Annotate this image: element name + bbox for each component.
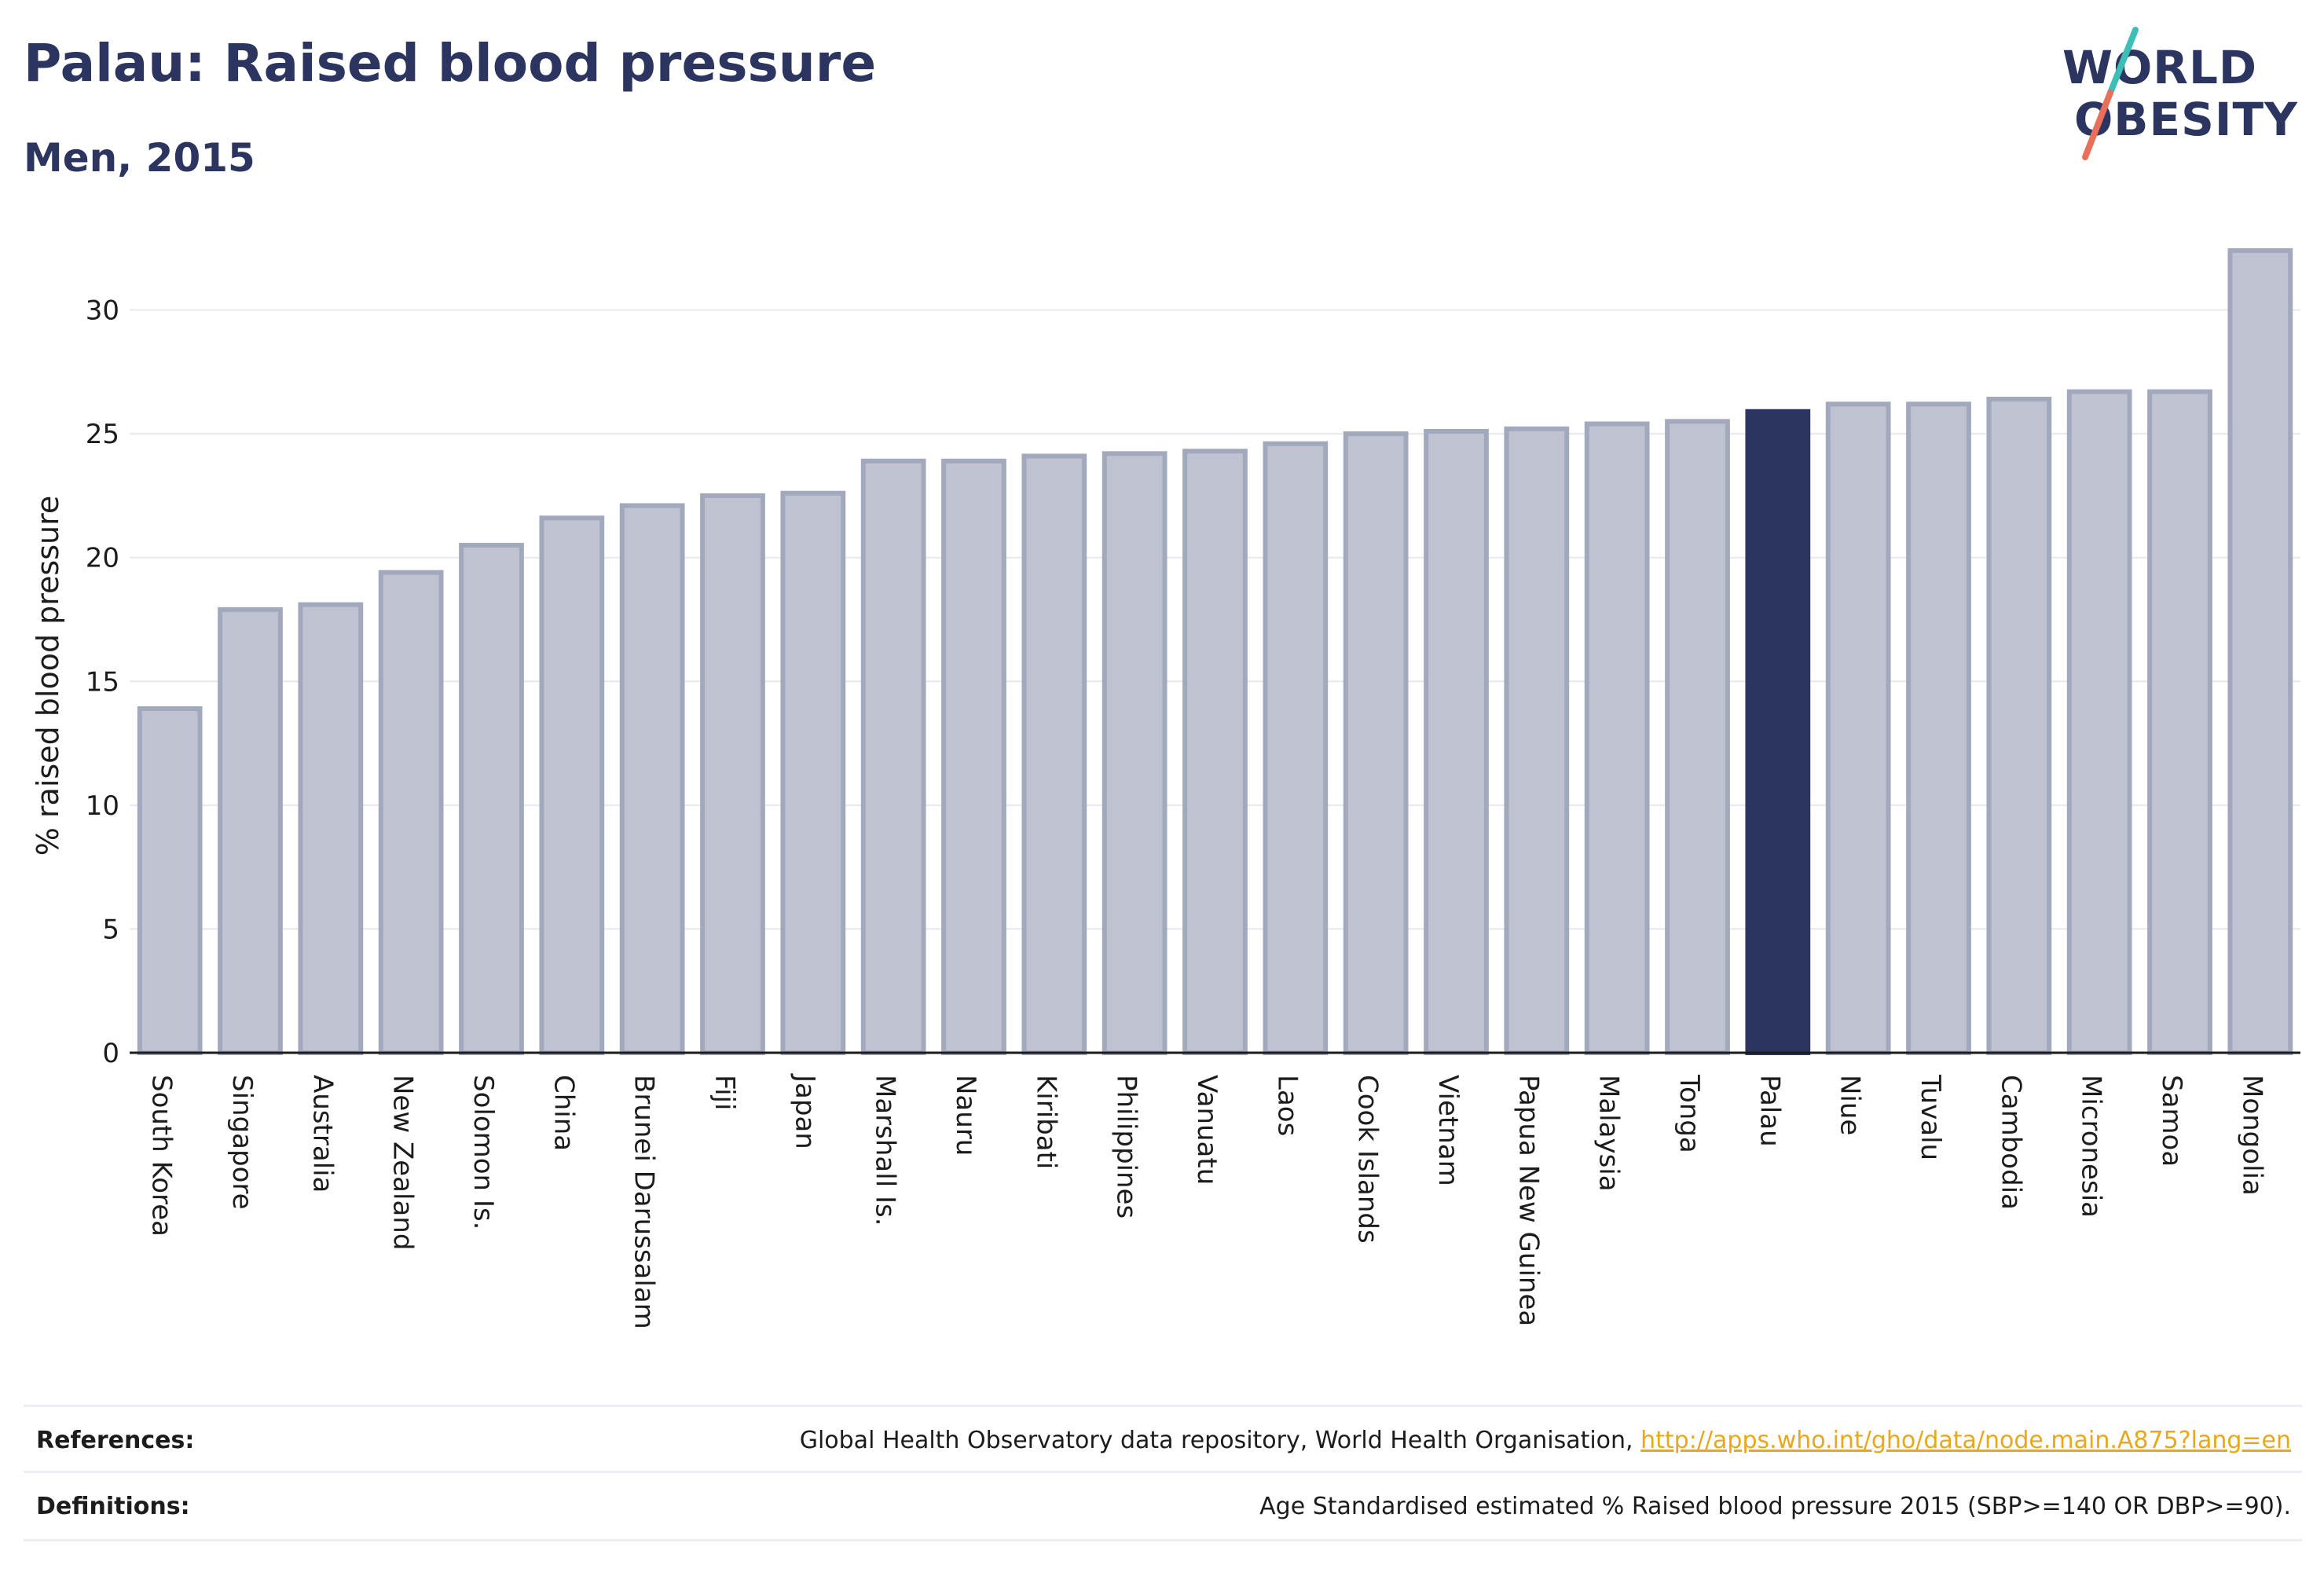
chart-bars (137, 247, 2293, 1055)
bar-solomon-is[interactable] (459, 542, 524, 1055)
bar-kiribati[interactable] (1021, 453, 1087, 1055)
bar-samoa[interactable] (2147, 389, 2212, 1055)
bar-singapore[interactable] (218, 607, 283, 1055)
logo-word-world: WORLD (2062, 41, 2258, 94)
bar-south-korea[interactable] (137, 706, 203, 1055)
x-tick-label: Palau (1754, 1075, 1785, 1147)
y-axis-ticks: 0 5 10 15 20 25 30 (86, 295, 119, 1069)
bar-marshall-is[interactable] (860, 458, 926, 1055)
bar-nauru[interactable] (941, 458, 1006, 1055)
x-tick-label: New Zealand (387, 1075, 419, 1250)
world-obesity-logo: WORLD OBESITY (2043, 24, 2310, 165)
definitions-text: Age Standardised estimated % Raised bloo… (1259, 1492, 2291, 1520)
chart-title: Palau: Raised blood pressure (24, 33, 877, 93)
y-axis-label: % raised blood pressure (31, 496, 65, 856)
x-tick-label: Laos (1271, 1075, 1303, 1136)
bar-new-zealand[interactable] (378, 570, 444, 1055)
bar-china[interactable] (539, 515, 605, 1055)
y-tick-label: 15 (86, 666, 119, 698)
x-tick-label: Vanuatu (1191, 1075, 1222, 1185)
bar-fiji[interactable] (700, 493, 765, 1055)
bar-tonga[interactable] (1665, 419, 1730, 1055)
bar-cambodia[interactable] (1986, 397, 2052, 1055)
x-tick-label: South Korea (146, 1075, 178, 1237)
bar-papua-new-guinea[interactable] (1504, 426, 1570, 1055)
references-text: Global Health Observatory data repositor… (799, 1426, 1633, 1454)
bar-niue[interactable] (1825, 401, 1891, 1055)
x-tick-label: Nauru (950, 1075, 981, 1156)
x-tick-label: Samoa (2156, 1075, 2187, 1167)
bar-philippines[interactable] (1102, 451, 1167, 1055)
bar-micronesia[interactable] (2066, 389, 2132, 1055)
bar-malaysia[interactable] (1584, 421, 1650, 1055)
x-tick-label: Fiji (709, 1075, 740, 1110)
bar-australia[interactable] (298, 602, 364, 1055)
x-tick-label: Tuvalu (1915, 1074, 1946, 1160)
x-tick-label: Niue (1835, 1075, 1866, 1135)
x-tick-label: Kiribati (1030, 1075, 1061, 1169)
y-tick-label: 5 (102, 914, 119, 945)
bar-palau[interactable] (1745, 409, 1811, 1055)
references-row: References: Global Health Observatory da… (24, 1405, 2302, 1473)
y-tick-label: 0 (102, 1038, 119, 1069)
x-tick-label: Singapore (226, 1075, 258, 1210)
bar-tuvalu[interactable] (1906, 401, 1971, 1055)
x-tick-label: Papua New Guinea (1512, 1075, 1544, 1326)
references-label: References: (36, 1426, 195, 1454)
x-axis-ticks: South Korea Singapore Australia New Zealand… (146, 1073, 2268, 1329)
x-tick-label: Micronesia (2076, 1075, 2107, 1218)
bar-cook-islands[interactable] (1343, 431, 1409, 1055)
y-tick-label: 30 (86, 295, 119, 327)
x-tick-label: Cambodia (1995, 1075, 2026, 1210)
references-link[interactable]: http://apps.who.int/gho/data/node.main.A… (1640, 1426, 2291, 1454)
x-tick-label: Tonga (1673, 1074, 1705, 1153)
x-tick-label: China (548, 1075, 579, 1151)
bar-laos[interactable] (1263, 441, 1329, 1055)
definitions-label: Definitions: (36, 1492, 190, 1520)
x-tick-label: Solomon Is. (467, 1075, 499, 1230)
y-tick-label: 25 (86, 419, 119, 450)
definitions-row: Definitions: Age Standardised estimated … (24, 1471, 2302, 1541)
x-tick-label: Brunei Darussalam (629, 1075, 660, 1329)
bar-mongolia[interactable] (2227, 247, 2293, 1055)
logo-word-obesity: OBESITY (2074, 93, 2299, 146)
x-tick-label: Philippines (1111, 1075, 1142, 1219)
x-tick-label: Cook Islands (1352, 1075, 1384, 1244)
bar-vanuatu[interactable] (1182, 449, 1248, 1055)
x-tick-label: Japan (789, 1073, 820, 1149)
bar-chart: 0 5 10 15 20 25 30 South Korea Singapore Austral… (31, 247, 2300, 1329)
bar-vietnam[interactable] (1424, 428, 1489, 1055)
y-tick-label: 10 (86, 790, 119, 822)
references-value: Global Health Observatory data repositor… (800, 1427, 2302, 1454)
logo-slash-icon (2082, 27, 2139, 160)
x-tick-label: Marshall Is. (870, 1075, 901, 1226)
bar-brunei-darussalam[interactable] (619, 503, 685, 1055)
x-tick-label: Vietnam (1432, 1075, 1464, 1186)
bar-japan[interactable] (780, 490, 846, 1055)
x-tick-label: Australia (306, 1075, 338, 1193)
x-tick-label: Malaysia (1593, 1075, 1625, 1192)
chart-subtitle: Men, 2015 (24, 135, 255, 181)
x-tick-label: Mongolia (2236, 1075, 2267, 1196)
y-tick-label: 20 (86, 543, 119, 574)
